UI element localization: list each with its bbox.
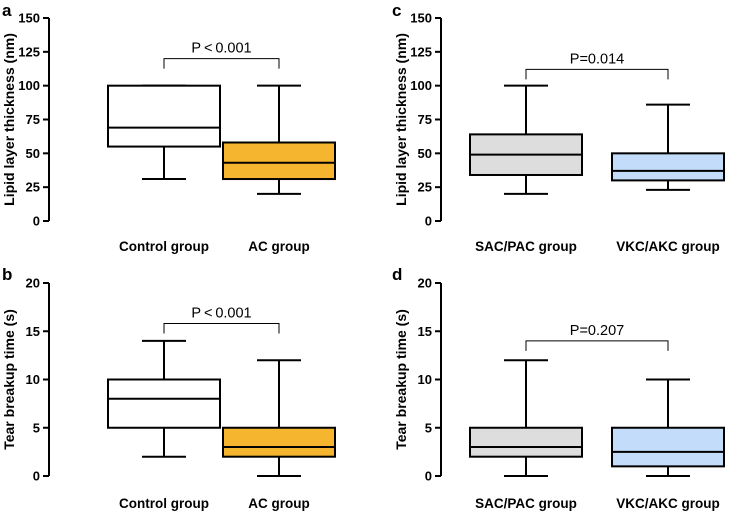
panel-letter: d bbox=[392, 265, 402, 284]
box-2 bbox=[611, 103, 725, 191]
y-tick-label: 150 bbox=[18, 11, 40, 26]
category-label: SAC/PAC group bbox=[475, 496, 577, 511]
panel-letter: a bbox=[2, 1, 12, 20]
y-tick-label: 25 bbox=[418, 180, 432, 195]
y-axis-label: Lipid layer thickness (nm) bbox=[393, 33, 409, 206]
y-tick-label: 0 bbox=[33, 469, 40, 484]
y-tick-label: 10 bbox=[26, 372, 40, 387]
iqr-box bbox=[469, 426, 583, 458]
iqr-box bbox=[611, 426, 725, 468]
y-tick-label: 5 bbox=[33, 420, 40, 435]
y-tick-label: 50 bbox=[418, 146, 432, 161]
category-label: SAC/PAC group bbox=[475, 239, 577, 254]
y-tick-label: 100 bbox=[18, 78, 40, 93]
y-tick-label: 20 bbox=[418, 276, 432, 291]
significance-bracket bbox=[525, 68, 669, 80]
box-1 bbox=[107, 84, 221, 181]
y-tick-label: 0 bbox=[425, 214, 432, 229]
iqr-box bbox=[611, 152, 725, 182]
p-value-label: P < 0.001 bbox=[191, 41, 251, 57]
y-tick-label: 50 bbox=[26, 146, 40, 161]
y-tick-label: 125 bbox=[18, 44, 40, 59]
y-tick-label: 10 bbox=[418, 372, 432, 387]
y-tick-label: 100 bbox=[410, 78, 432, 93]
y-tick-label: 15 bbox=[418, 324, 432, 339]
p-value-label: P=0.207 bbox=[570, 323, 624, 339]
y-tick-label: 0 bbox=[33, 214, 40, 229]
box-2 bbox=[222, 84, 336, 195]
box-1 bbox=[469, 359, 583, 477]
category-label: VKC/AKC group bbox=[616, 239, 720, 254]
y-axis-label: Tear breakup time (s) bbox=[1, 309, 17, 450]
box-1 bbox=[469, 84, 583, 195]
panel-d: d 0 5 10 15 20 Tear breakup time (s) SAC/PAC gr… bbox=[392, 265, 725, 511]
category-label: VKC/AKC group bbox=[616, 496, 720, 511]
category-label: Control group bbox=[119, 239, 209, 254]
y-axis-label: Tear breakup time (s) bbox=[393, 309, 409, 450]
iqr-box bbox=[107, 378, 221, 429]
p-value-label: P < 0.001 bbox=[191, 306, 251, 322]
y-tick-label: 20 bbox=[26, 276, 40, 291]
y-tick-label: 150 bbox=[410, 11, 432, 26]
iqr-box bbox=[107, 84, 221, 148]
p-value-label: P=0.014 bbox=[570, 51, 624, 67]
significance-bracket bbox=[163, 58, 280, 69]
panel-b: b 0 5 10 15 20 Tear breakup time (s) Control gr… bbox=[1, 265, 336, 511]
y-tick-label: 75 bbox=[26, 112, 40, 127]
panel-letter: b bbox=[2, 265, 12, 284]
y-tick-label: 15 bbox=[26, 324, 40, 339]
iqr-box bbox=[222, 426, 336, 458]
y-tick-label: 125 bbox=[410, 44, 432, 59]
iqr-box bbox=[222, 141, 336, 181]
y-tick-label: 5 bbox=[425, 420, 432, 435]
box-1 bbox=[107, 339, 221, 458]
category-label: AC group bbox=[248, 496, 310, 511]
y-tick-label: 0 bbox=[425, 469, 432, 484]
box-2 bbox=[611, 378, 725, 477]
significance-bracket bbox=[163, 323, 280, 334]
category-label: Control group bbox=[119, 496, 209, 511]
significance-bracket bbox=[525, 340, 669, 351]
category-label: AC group bbox=[248, 239, 310, 254]
y-axis-label: Lipid layer thickness (nm) bbox=[1, 33, 17, 206]
box-2 bbox=[222, 359, 336, 477]
panel-letter: c bbox=[392, 1, 401, 20]
y-tick-label: 25 bbox=[26, 180, 40, 195]
y-tick-label: 75 bbox=[418, 112, 432, 127]
